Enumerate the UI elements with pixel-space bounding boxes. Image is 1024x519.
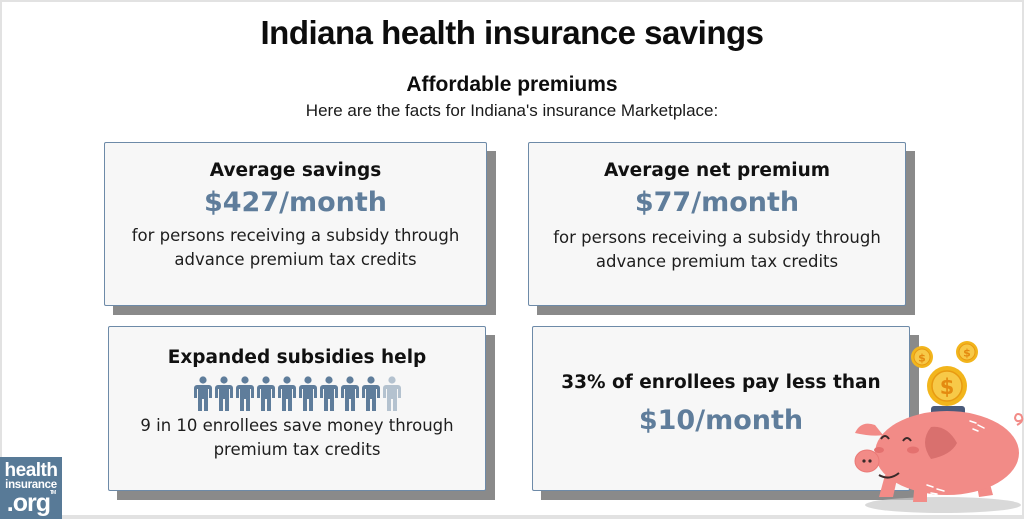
card-desc-line2: premium tax credits bbox=[213, 440, 381, 459]
person-icon bbox=[319, 376, 338, 412]
section-subtitle: Affordable premiums bbox=[406, 73, 618, 96]
card-title: Average net premium bbox=[603, 160, 831, 181]
person-icon bbox=[340, 376, 359, 412]
piggy-bank-icon: $ $ $ bbox=[854, 341, 1024, 513]
logo-line3: .orgTM bbox=[6, 488, 57, 517]
card-desc-line1: for persons receiving a subsidy through bbox=[553, 228, 881, 247]
card-title: 33% of enrollees pay less than bbox=[561, 372, 881, 393]
intro-text: Here are the facts for Indiana's insuran… bbox=[305, 101, 719, 120]
person-icon bbox=[361, 376, 380, 412]
coin-icon: $ bbox=[927, 366, 967, 406]
person-icon bbox=[382, 376, 401, 412]
average-net-premium-card: Average net premium $77/month for person… bbox=[528, 142, 906, 306]
card-desc-line2: advance premium tax credits bbox=[595, 252, 839, 271]
card-desc-line1: for persons receiving a subsidy through bbox=[131, 226, 460, 245]
card-title: Expanded subsidies help bbox=[167, 347, 427, 368]
logo-line2: insurance bbox=[5, 479, 57, 491]
person-icon bbox=[277, 376, 296, 412]
person-icon bbox=[298, 376, 317, 412]
card-value: $77/month bbox=[634, 187, 800, 218]
people-icon-row bbox=[109, 376, 485, 412]
card-value: $427/month bbox=[203, 187, 388, 218]
card-value: $10/month bbox=[638, 405, 804, 436]
svg-text:$: $ bbox=[963, 347, 971, 360]
coin-icon: $ bbox=[911, 346, 933, 368]
page-title: Indiana health insurance savings bbox=[260, 14, 765, 51]
card-desc-line2: advance premium tax credits bbox=[174, 250, 417, 269]
healthinsurance-org-logo[interactable]: health insurance .orgTM bbox=[0, 457, 62, 519]
coin-icon: $ bbox=[956, 341, 978, 363]
person-icon bbox=[193, 376, 212, 412]
expanded-subsidies-card: Expanded subsidies help 9 in 10 enrollee… bbox=[108, 326, 486, 491]
svg-text:$: $ bbox=[940, 375, 955, 399]
person-icon bbox=[235, 376, 254, 412]
low-premium-share-card: 33% of enrollees pay less than $10/month bbox=[532, 326, 910, 491]
average-savings-card: Average savings $427/month for persons r… bbox=[104, 142, 487, 306]
card-desc-line1: 9 in 10 enrollees save money through bbox=[140, 416, 454, 435]
card-title: Average savings bbox=[209, 160, 382, 181]
logo-line1: health bbox=[4, 460, 58, 481]
person-icon bbox=[214, 376, 233, 412]
person-icon bbox=[256, 376, 275, 412]
svg-text:$: $ bbox=[918, 352, 926, 365]
